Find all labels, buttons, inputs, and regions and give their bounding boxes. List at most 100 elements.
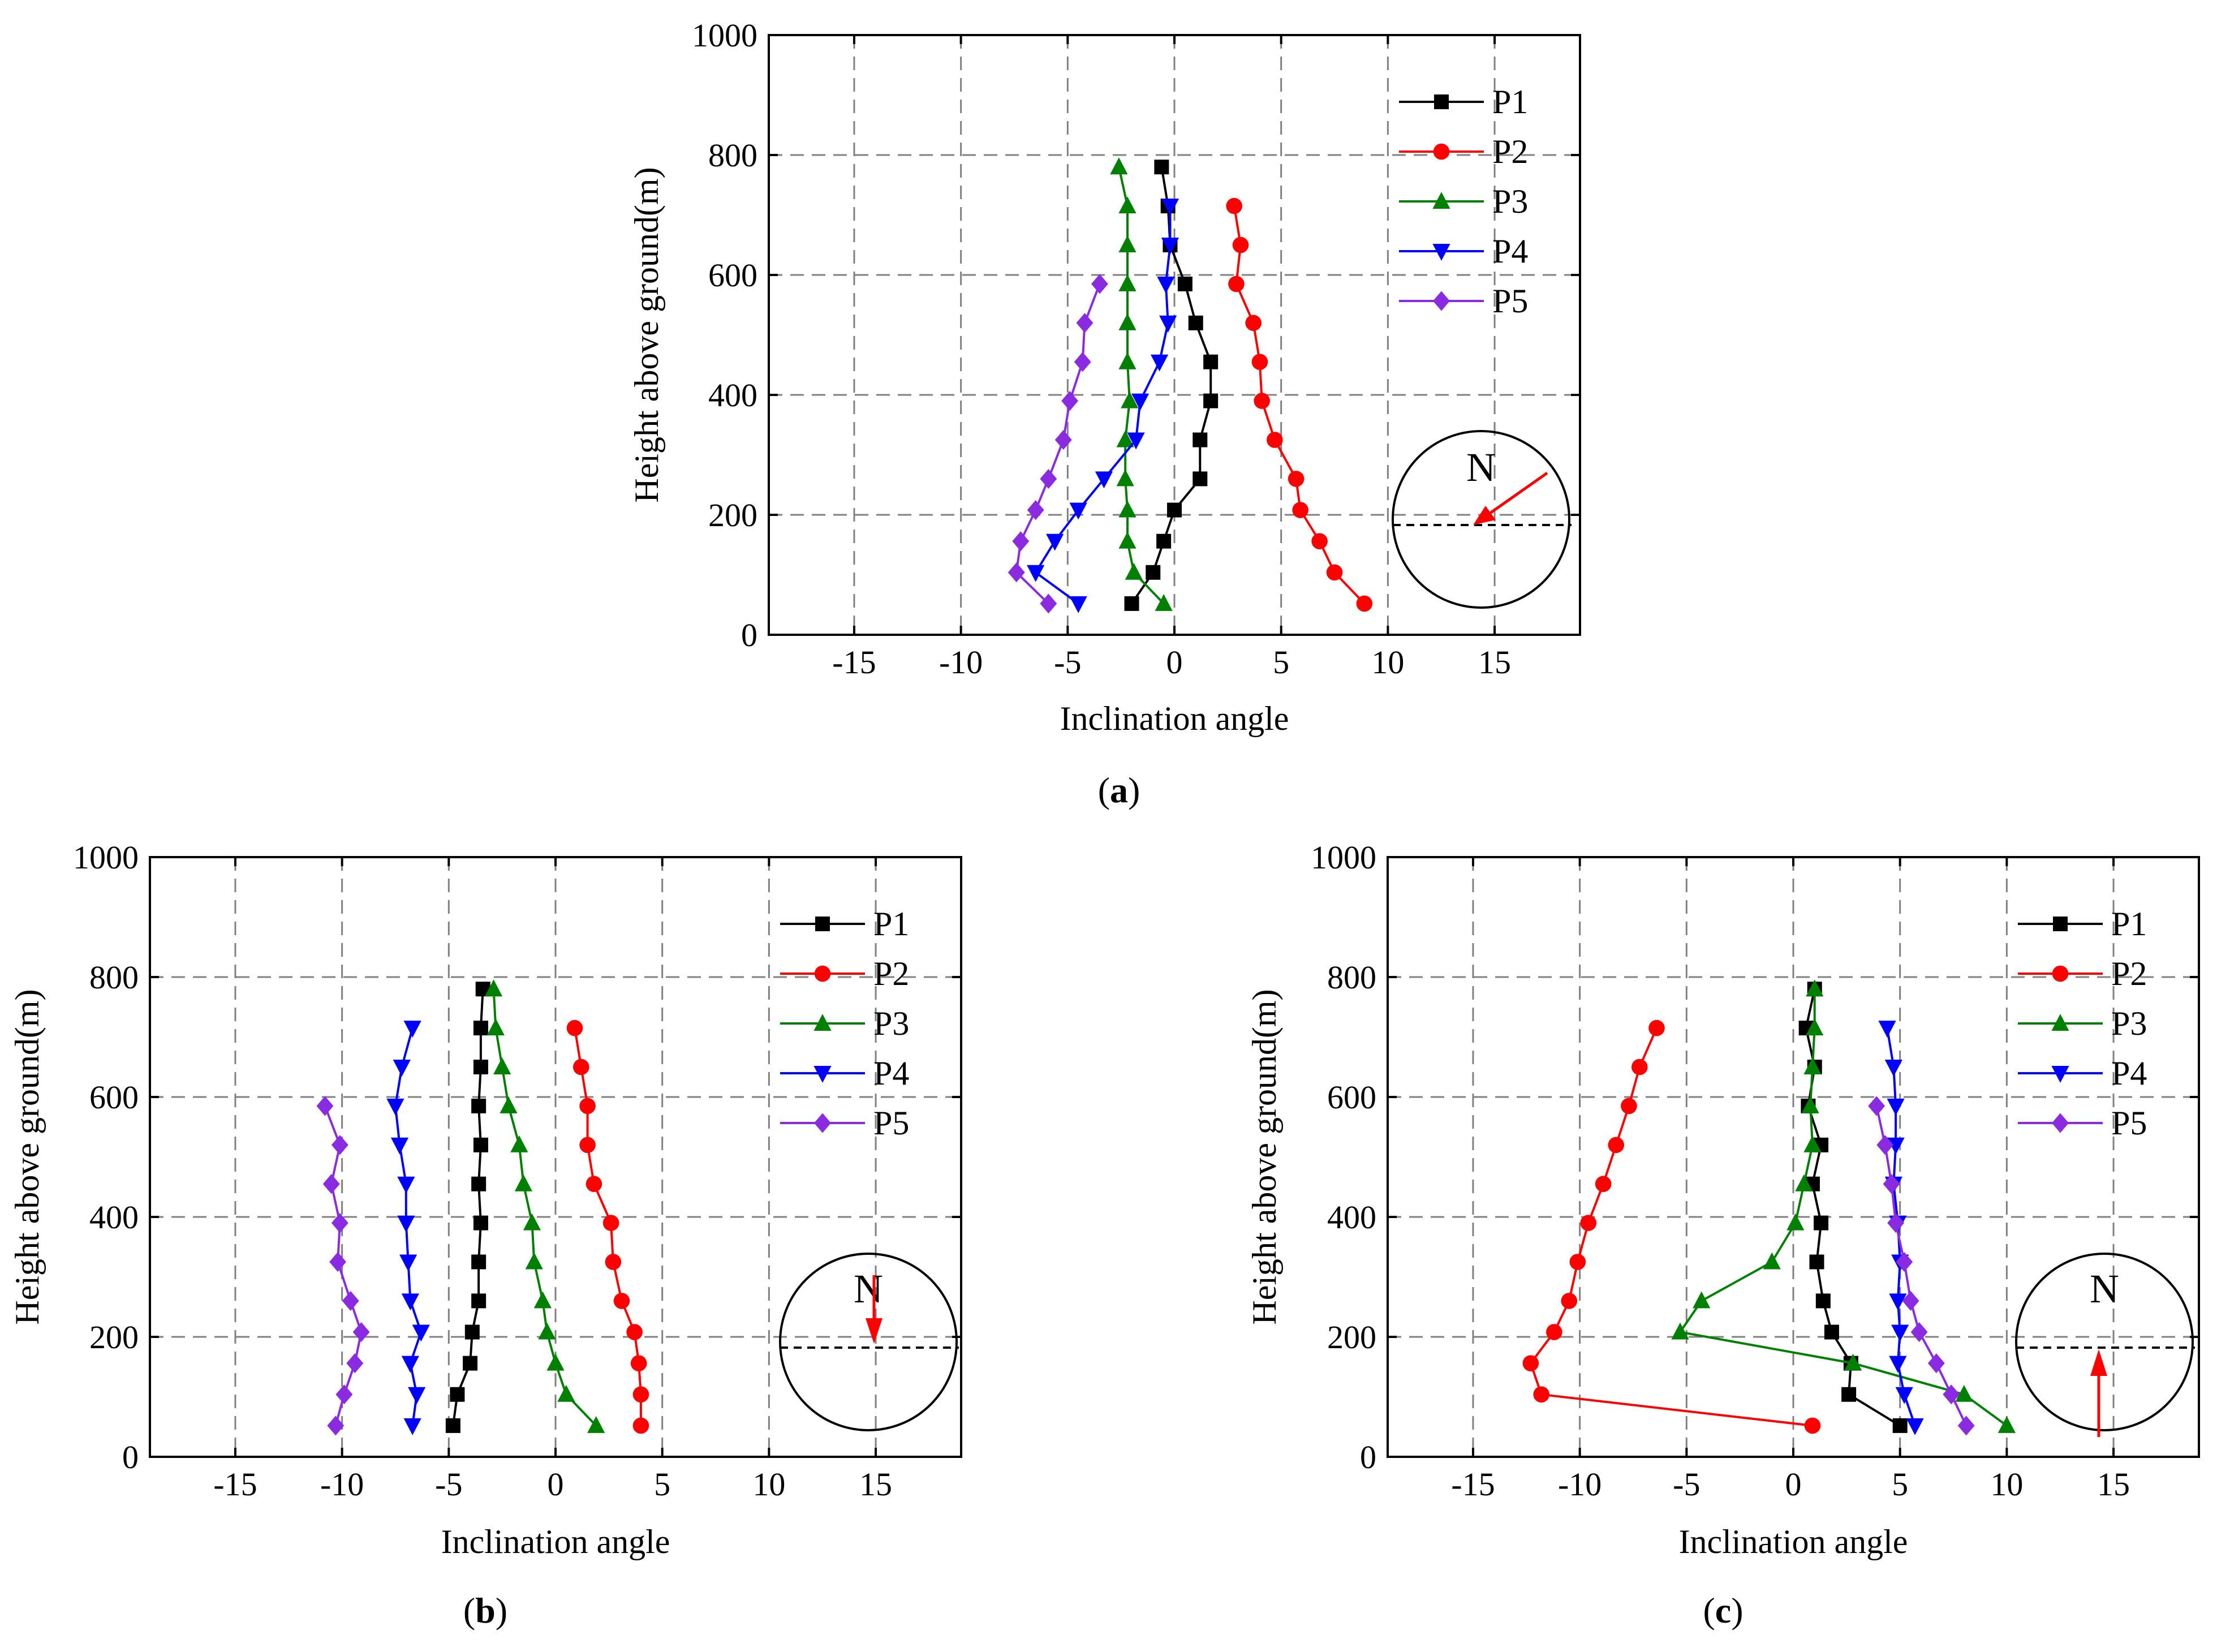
panel-a-grid — [769, 35, 1580, 635]
series-line-p5 — [1015, 283, 1101, 605]
data-point-p3 — [493, 1057, 511, 1074]
data-point-p3 — [1803, 1135, 1822, 1152]
panel-a-ticks: -15 -10 -5 0 5 10 15 0 200 400 600 800 1000 — [692, 17, 1580, 681]
panel-b-x-axis-title: Inclination angle — [441, 1523, 670, 1560]
legend-label-p5: P5 — [1492, 282, 1528, 320]
data-point-p2 — [1251, 354, 1268, 370]
data-point-p2 — [1288, 471, 1305, 487]
data-point-p4 — [1157, 276, 1175, 294]
legend-marker-p4 — [2051, 1066, 2069, 1083]
data-point-p4 — [1150, 354, 1169, 372]
panel-c-ticks: -15 -10 -5 0 5 10 15 0 200 400 600 800 1000 — [1311, 839, 2199, 1503]
data-point-p3 — [587, 1416, 605, 1433]
data-point-p2 — [1580, 1215, 1597, 1231]
panel-a-direction-arrow — [1473, 471, 1548, 525]
y-tick-label: 200 — [1327, 1319, 1376, 1356]
y-tick-label: 0 — [741, 617, 757, 653]
panel-c-legend: P1 P2 P3 P4 P5 — [2018, 905, 2147, 1142]
y-tick-label: 1000 — [1311, 839, 1376, 876]
legend-label-p4: P4 — [1492, 233, 1528, 270]
data-point-p4 — [408, 1387, 426, 1404]
data-point-p3 — [538, 1322, 556, 1340]
data-point-p5 — [1091, 274, 1108, 294]
panel-b: -15 -10 -5 0 5 10 15 0 200 400 600 800 1000 Inclinat… — [8, 839, 962, 1631]
x-tick-label: 0 — [548, 1466, 564, 1503]
data-point-p3 — [1795, 1174, 1813, 1191]
series-line-p5 — [1875, 1105, 1968, 1426]
x-tick-label: 0 — [1785, 1466, 1802, 1503]
data-point-p4 — [397, 1176, 415, 1194]
legend-label-p1: P1 — [873, 905, 909, 943]
data-point-p2 — [630, 1355, 647, 1371]
legend-label-p4: P4 — [2111, 1055, 2147, 1092]
x-tick-label: -5 — [435, 1466, 462, 1503]
panel-a-arrow-head — [1473, 506, 1496, 525]
data-point-p3 — [525, 1252, 543, 1270]
panel-a-y-axis-title: Height above ground(m) — [628, 167, 665, 502]
data-point-p2 — [1595, 1176, 1612, 1192]
data-point-p4 — [1095, 471, 1113, 489]
data-point-p2 — [1228, 276, 1245, 292]
panel-c-arrow-head — [2090, 1349, 2107, 1376]
data-point-p5 — [1008, 562, 1025, 583]
data-point-p5 — [335, 1384, 353, 1405]
y-tick-label: 0 — [1360, 1439, 1376, 1475]
data-point-p4 — [403, 1021, 421, 1038]
data-point-p2 — [1326, 564, 1343, 581]
legend-marker-p2 — [1433, 143, 1450, 160]
y-tick-label: 600 — [89, 1079, 139, 1116]
data-point-p2 — [1311, 533, 1328, 549]
data-point-p1 — [1824, 1324, 1839, 1340]
legend-marker-p2 — [814, 965, 831, 982]
x-tick-label: -5 — [1673, 1466, 1700, 1503]
legend-label-p3: P3 — [873, 1005, 909, 1042]
data-point-p5 — [1896, 1251, 1913, 1272]
legend-marker-p5 — [814, 1113, 831, 1133]
data-point-p3 — [510, 1135, 528, 1152]
data-point-p1 — [464, 1324, 480, 1340]
panel-c-direction-arrow — [2090, 1349, 2107, 1437]
data-point-p2 — [1522, 1355, 1539, 1371]
data-point-p2 — [1245, 315, 1262, 332]
data-point-p5 — [329, 1251, 347, 1272]
legend-label-p5: P5 — [2111, 1104, 2147, 1142]
y-tick-label: 800 — [1327, 959, 1376, 996]
data-point-p5 — [352, 1322, 370, 1343]
data-point-p1 — [1809, 1254, 1824, 1270]
data-point-p2 — [1533, 1386, 1550, 1403]
data-point-p4 — [1906, 1418, 1924, 1435]
data-point-p3 — [1155, 593, 1173, 611]
legend-marker-p3 — [813, 1014, 832, 1031]
x-tick-label: 5 — [1892, 1466, 1908, 1503]
y-tick-label: 200 — [89, 1319, 139, 1356]
data-point-p3 — [1803, 1057, 1822, 1074]
data-point-p5 — [1887, 1213, 1905, 1233]
y-tick-label: 400 — [708, 377, 757, 414]
data-point-p5 — [322, 1174, 340, 1194]
legend-marker-p1 — [2053, 917, 2068, 931]
data-point-p1 — [1177, 276, 1193, 291]
panel-b-arrow-head — [866, 1318, 883, 1344]
data-point-p5 — [1040, 593, 1057, 614]
data-point-p1 — [1193, 432, 1208, 448]
data-point-p5 — [1957, 1416, 1975, 1436]
data-point-p4 — [1159, 315, 1177, 333]
y-tick-label: 1000 — [692, 17, 757, 54]
y-tick-label: 600 — [708, 257, 757, 294]
data-point-p3 — [1763, 1252, 1781, 1270]
x-tick-label: 10 — [1990, 1466, 2023, 1503]
x-tick-label: 15 — [859, 1466, 892, 1503]
panel-b-ticks: -15 -10 -5 0 5 10 15 0 200 400 600 800 1000 — [73, 839, 961, 1503]
panel-c-series — [1522, 979, 2016, 1436]
data-point-p5 — [331, 1135, 348, 1155]
data-point-p5 — [1868, 1096, 1885, 1116]
data-point-p1 — [1188, 315, 1203, 330]
data-point-p1 — [1814, 1215, 1829, 1231]
data-point-p3 — [1118, 531, 1137, 549]
data-point-p3 — [1116, 430, 1134, 448]
data-point-p1 — [473, 1021, 488, 1036]
y-tick-label: 400 — [89, 1199, 139, 1236]
data-point-p1 — [1124, 596, 1139, 611]
panel-b-caption: (b) — [463, 1590, 507, 1631]
data-point-p5 — [1054, 429, 1072, 450]
